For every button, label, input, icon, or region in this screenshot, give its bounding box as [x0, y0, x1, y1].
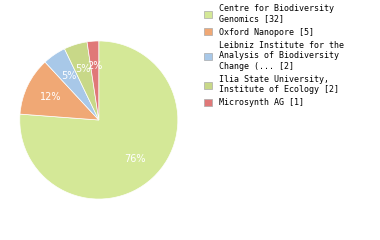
Wedge shape	[65, 42, 99, 120]
Text: 2%: 2%	[87, 61, 103, 72]
Wedge shape	[20, 62, 99, 120]
Legend: Centre for Biodiversity
Genomics [32], Oxford Nanopore [5], Leibniz Institute fo: Centre for Biodiversity Genomics [32], O…	[204, 4, 344, 108]
Wedge shape	[87, 41, 99, 120]
Text: 76%: 76%	[125, 154, 146, 164]
Text: 5%: 5%	[75, 64, 91, 74]
Wedge shape	[45, 49, 99, 120]
Text: 12%: 12%	[40, 92, 61, 102]
Text: 5%: 5%	[61, 71, 76, 81]
Wedge shape	[20, 41, 178, 199]
